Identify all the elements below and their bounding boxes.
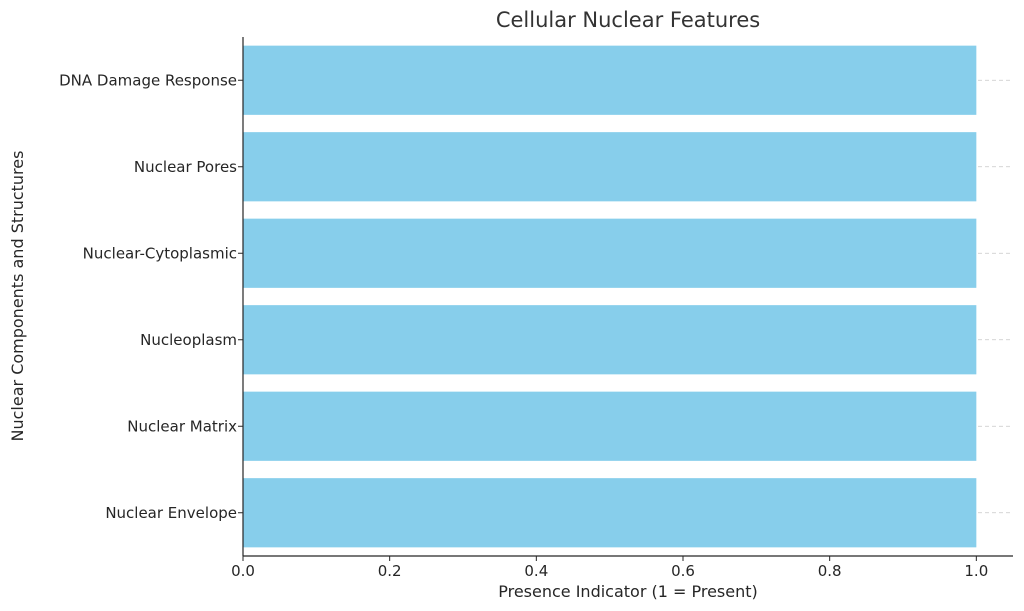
x-tick-label: 0.2 (378, 562, 402, 580)
bars (243, 45, 977, 548)
y-tick-label: Nuclear-Cytoplasmic (83, 244, 237, 262)
x-axis-title: Presence Indicator (1 = Present) (498, 582, 758, 601)
x-tick-label: 0.6 (671, 562, 695, 580)
bar (243, 391, 977, 461)
x-tick-label: 0.0 (231, 562, 255, 580)
bar (243, 478, 977, 548)
bar (243, 132, 977, 202)
y-tick-label: Nuclear Pores (134, 158, 237, 176)
x-ticks: 0.0 0.2 0.4 0.6 0.8 1.0 (231, 556, 988, 580)
y-tick-label: Nucleoplasm (140, 331, 237, 349)
y-tick-label: Nuclear Matrix (127, 417, 237, 435)
x-tick-label: 0.4 (524, 562, 548, 580)
x-tick-label: 1.0 (964, 562, 988, 580)
y-tick-label: DNA Damage Response (59, 71, 237, 89)
bar (243, 305, 977, 375)
y-ticks: Nuclear Envelope Nuclear Matrix Nucleoplas… (59, 71, 243, 522)
axes (242, 37, 1013, 557)
chart-title: Cellular Nuclear Features (496, 8, 760, 32)
bar (243, 218, 977, 288)
bar (243, 45, 977, 115)
y-tick-label: Nuclear Envelope (105, 504, 237, 522)
y-axis-title: Nuclear Components and Structures (8, 151, 27, 442)
x-tick-label: 0.8 (818, 562, 842, 580)
